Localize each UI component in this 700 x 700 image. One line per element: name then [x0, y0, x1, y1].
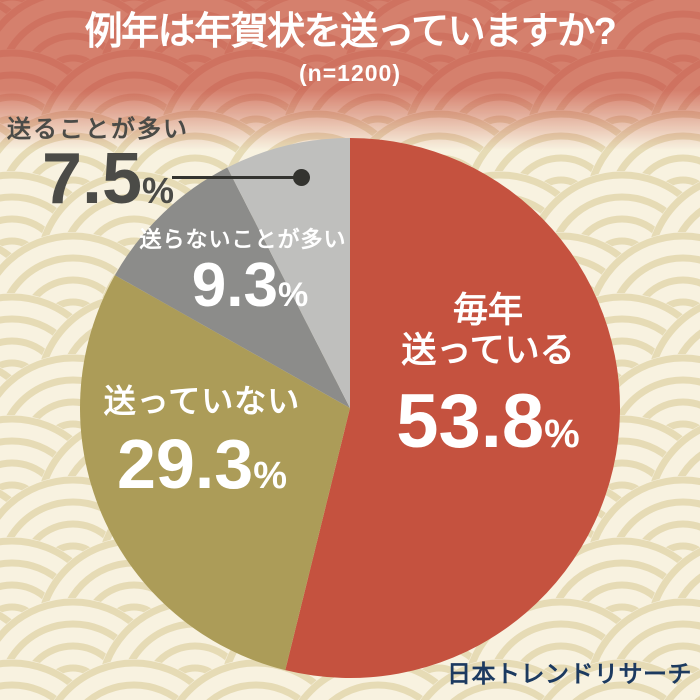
header: 例年は年賀状を送っていますか? (n=1200) — [0, 10, 700, 87]
leader-line-dot — [293, 169, 310, 186]
source-credit: 日本トレンドリサーチ — [447, 661, 692, 688]
slice-value: 29.3% — [116, 425, 288, 504]
slice-name: 毎年 — [452, 291, 523, 330]
slice-name: 送っていない — [103, 383, 301, 419]
slice-value: 53.8% — [396, 379, 580, 465]
slice-value: 9.3% — [191, 250, 309, 320]
slice-label-mostly-sending: 送ることが多い 7.5% — [5, 116, 191, 215]
percent-sign: % — [277, 275, 309, 314]
slice-value: 7.5% — [41, 139, 175, 220]
slice-label-every-year: 毎年 送っている 53.8% — [368, 291, 608, 460]
slice-label-mostly-not-sending: 送らないことが多い 9.3% — [123, 227, 363, 320]
slice-name: 送らないことが多い — [139, 227, 347, 252]
pie-slice-3 — [227, 138, 350, 408]
slice-label-not-sending: 送っていない 29.3% — [82, 383, 322, 499]
slice-name: 送っている — [401, 330, 575, 370]
pie-slice-0 — [285, 137, 621, 678]
percent-sign: % — [253, 455, 288, 498]
pie-slice-1 — [80, 275, 350, 671]
sample-size-label: (n=1200) — [299, 59, 401, 86]
chart-title: 例年は年賀状を送っていますか? — [84, 11, 617, 53]
leader-line — [172, 176, 302, 179]
percent-sign: % — [544, 412, 580, 457]
pie-slice-2 — [114, 167, 350, 408]
slice-name: 送ることが多い — [7, 116, 189, 143]
percent-sign: % — [142, 170, 175, 212]
